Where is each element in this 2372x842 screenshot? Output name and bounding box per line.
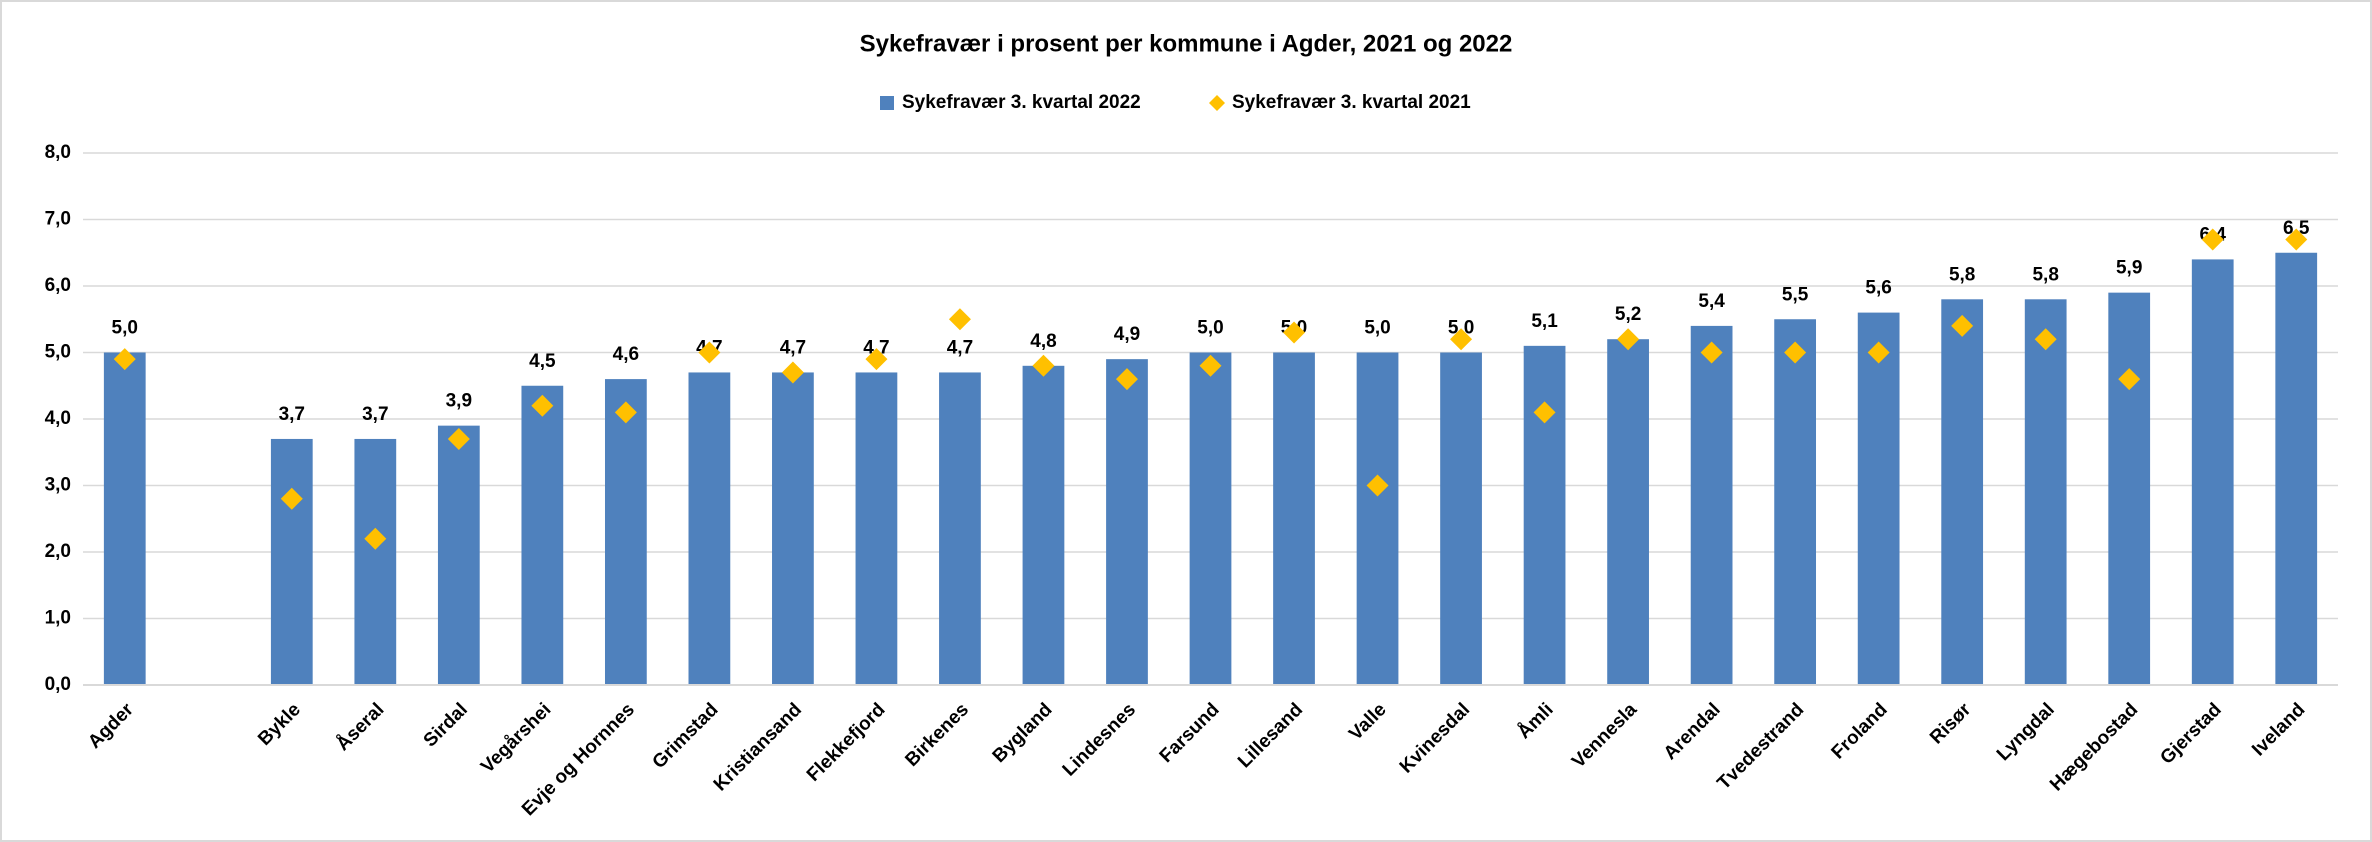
bar (1523, 345, 1566, 685)
diamond-marker (2034, 328, 2057, 351)
diamond-marker (781, 361, 804, 384)
bar (1690, 325, 1733, 685)
bar (354, 438, 397, 685)
diamond-marker (1283, 321, 1306, 344)
bar (1356, 352, 1399, 685)
bar (604, 379, 647, 685)
bar (1273, 352, 1315, 685)
bar (688, 372, 731, 685)
diamond-marker (948, 308, 971, 331)
diamond-marker (447, 427, 470, 450)
data-label: 5,0 (1448, 318, 1474, 339)
data-label: 5,9 (2116, 258, 2142, 279)
bar (1189, 352, 1232, 685)
bar (1774, 319, 1817, 685)
diamond-marker (1115, 368, 1138, 391)
y-tick-label: 0,0 (45, 674, 71, 695)
bar (772, 372, 814, 685)
bar (2024, 299, 2067, 685)
y-tick-label: 6,0 (45, 275, 71, 296)
diamond-marker (698, 341, 721, 364)
data-label: 4,7 (863, 337, 889, 358)
y-tick-label: 4,0 (45, 408, 71, 429)
bar (855, 372, 898, 685)
diamond-marker (2201, 228, 2224, 251)
data-label: 5,8 (1949, 264, 1975, 285)
diamond-marker (1951, 314, 1974, 337)
y-tick-label: 2,0 (45, 541, 71, 562)
legend-label: Sykefravær 3. kvartal 2022 (902, 92, 1141, 113)
data-label: 5,0 (1197, 318, 1223, 339)
y-tick-label: 1,0 (45, 608, 71, 629)
data-label: 3,7 (279, 404, 305, 425)
legend-label: Sykefravær 3. kvartal 2021 (1232, 92, 1471, 113)
data-label: 5,0 (112, 318, 138, 339)
y-tick-label: 3,0 (45, 475, 71, 496)
bar (1941, 299, 1984, 685)
diamond-marker (1867, 341, 1890, 364)
data-label: 5,8 (2032, 264, 2058, 285)
data-label: 4,8 (1030, 331, 1056, 352)
bar (2191, 259, 2234, 685)
y-tick-label: 7,0 (45, 209, 71, 230)
bar (1607, 339, 1649, 685)
data-label: 5,1 (1531, 311, 1558, 332)
data-label: 4,7 (780, 337, 806, 358)
bar (1106, 359, 1148, 685)
y-tick-label: 5,0 (45, 342, 71, 363)
diamond-marker (1784, 341, 1807, 364)
data-label: 4,7 (947, 337, 973, 358)
legend-swatch (1209, 95, 1225, 111)
diamond-marker (2118, 368, 2141, 391)
data-label: 6,5 (2283, 218, 2310, 239)
data-label: 5,6 (1865, 278, 1891, 299)
diamond-marker (614, 401, 637, 424)
diamond-marker (1533, 401, 1556, 424)
diamond-marker (1617, 328, 1640, 351)
data-label: 5,2 (1615, 304, 1641, 325)
y-tick-label: 8,0 (45, 142, 71, 163)
bar (1440, 352, 1482, 685)
bar (1857, 312, 1900, 685)
diamond-marker (280, 487, 303, 510)
diamond-marker (1366, 474, 1389, 497)
bar (521, 385, 564, 685)
chart-title: Sykefravær i prosent per kommune i Agder… (860, 30, 1513, 57)
diamond-marker (1700, 341, 1723, 364)
data-label: 5,0 (1364, 318, 1390, 339)
diamond-marker (1199, 354, 1222, 377)
diamond-marker (1450, 328, 1473, 351)
bar (270, 438, 313, 685)
diamond-marker (1032, 354, 1055, 377)
data-label: 5,4 (1698, 291, 1725, 312)
diamond-marker (113, 348, 136, 371)
legend-swatch (880, 96, 894, 110)
bar (103, 352, 146, 685)
diamond-marker (865, 348, 888, 371)
diamond-marker (2285, 228, 2308, 251)
bar (2108, 292, 2151, 685)
diamond-marker (364, 527, 387, 550)
diamond-marker (531, 394, 554, 417)
bar (1022, 365, 1065, 685)
data-label: 5,5 (1782, 284, 1809, 305)
data-label: 3,9 (446, 391, 472, 412)
bar (939, 372, 981, 685)
bar (437, 425, 480, 685)
bar (2275, 252, 2318, 685)
data-label: 3,7 (362, 404, 388, 425)
data-label: 4,6 (613, 344, 639, 365)
data-label: 4,5 (529, 351, 556, 372)
data-label: 4,9 (1114, 324, 1140, 345)
